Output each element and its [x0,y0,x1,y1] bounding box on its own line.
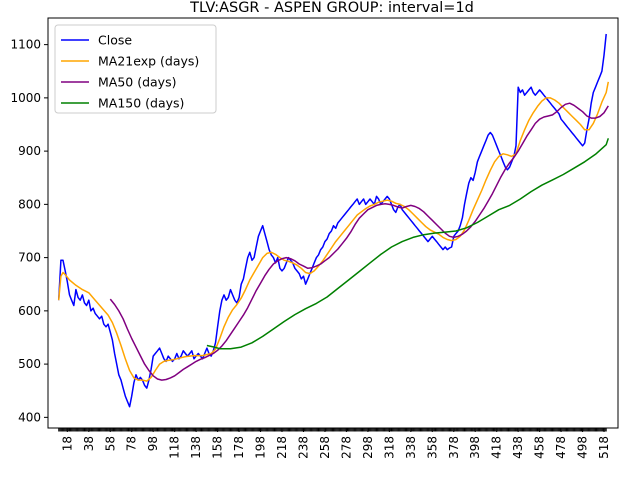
chart-title: TLV:ASGR - ASPEN GROUP: interval=1d [189,0,474,16]
x-tick-label: 398 [468,436,482,459]
legend-label-3: MA150 (days) [98,96,184,111]
x-tick-label: 258 [318,436,332,459]
series-line-2 [109,102,609,381]
x-tick-label: 58 [103,436,117,451]
legend-label-1: MA21exp (days) [98,54,199,69]
plot-frame [47,17,619,429]
x-tick-label: 78 [125,436,139,451]
y-tick-label: 500 [18,357,41,371]
y-tick-label: 600 [18,304,41,318]
x-tick-label: 278 [339,436,353,459]
x-tick-label: 438 [511,436,525,459]
x-tick-label: 238 [296,436,310,459]
x-tick-label: 158 [211,436,225,459]
x-tick-label: 498 [576,436,590,459]
y-tick-label: 900 [18,144,41,158]
series-line-0 [57,33,607,408]
legend-box [54,24,217,114]
x-tick-label: 18 [60,436,74,451]
x-tick-label: 318 [382,436,396,459]
x-tick-label: 478 [554,436,568,459]
legend-label-2: MA50 (days) [98,75,176,90]
series-layer [57,33,610,408]
x-tick-label: 138 [189,436,203,459]
x-tick-label: 418 [490,436,504,459]
x-tick-label: 518 [597,436,611,459]
y-tick-label: 400 [18,410,41,424]
y-tick-label: 1000 [10,91,41,105]
x-tick-label: 458 [533,436,547,459]
x-tick-label: 98 [146,436,160,451]
series-line-1 [57,81,610,382]
axis-layer: 18 38 58 78 98 118 138 158 178 198 218 238 258 278 298… [10,38,611,459]
series-line-3 [206,138,610,350]
y-tick-label: 700 [18,251,41,265]
x-tick-label: 378 [447,436,461,459]
x-tick-label: 178 [232,436,246,459]
x-tick-label: 38 [82,436,96,451]
legend: Close MA21exp (days) MA50 (days) MA150 (day… [54,24,217,114]
x-tick-label: 358 [425,436,439,459]
x-tick-label: 338 [404,436,418,459]
legend-label-0: Close [98,33,132,48]
x-tick-label: 218 [275,436,289,459]
x-tick-label: 118 [168,436,182,459]
y-tick-label: 1100 [10,38,41,52]
x-tick-label: 298 [361,436,375,459]
x-tick-label: 198 [254,436,268,459]
y-tick-label: 800 [18,197,41,211]
